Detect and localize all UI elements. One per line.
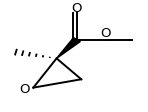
Text: O: O [72,2,82,15]
Text: O: O [101,27,111,40]
Text: O: O [19,83,30,96]
Polygon shape [57,38,80,58]
